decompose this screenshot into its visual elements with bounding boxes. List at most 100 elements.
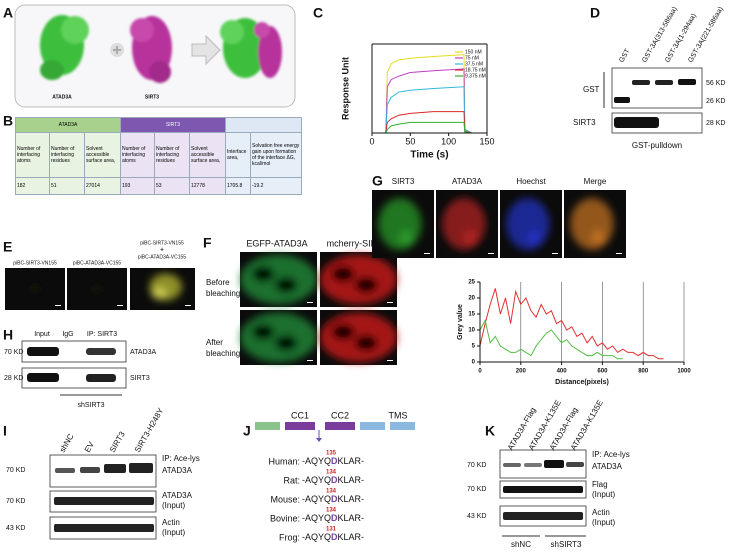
label: EGFP-ATAD3A — [246, 238, 307, 248]
label: (Input) — [162, 501, 185, 510]
label: 56 KD — [706, 80, 725, 87]
plus-icon — [110, 43, 124, 57]
label: Mouse: — [270, 494, 300, 504]
sequence-part: D — [331, 456, 338, 466]
sequence: -AQYQDKLAR- — [302, 456, 364, 466]
blot-frame — [21, 340, 127, 363]
y-axis-label: Grey value — [457, 304, 464, 340]
label: 43 KD — [6, 525, 25, 532]
band — [104, 464, 126, 473]
protein-sirt3 — [130, 16, 172, 83]
label: 70 KD — [467, 462, 486, 469]
table-cell: Interface area, — [225, 131, 251, 179]
scale-bar — [387, 360, 393, 361]
signal — [151, 286, 168, 300]
label: CC1 — [291, 410, 309, 420]
scale-bar — [387, 302, 393, 303]
sequence: -AQYQDKLAR- — [302, 532, 364, 542]
panel-letter: E — [3, 239, 12, 255]
interface-table: ATAD3A SIRT3 Number of interfacing atoms… — [15, 117, 302, 195]
legend-label: 75 nM — [465, 55, 479, 61]
domain — [360, 422, 385, 430]
domain — [325, 422, 355, 430]
label: ATAD3A — [162, 466, 193, 475]
label: ATAD3A — [52, 94, 72, 100]
sequence-part: KLAR- — [338, 475, 365, 485]
table-cell: Solvation free energy gain upon formatio… — [250, 131, 302, 179]
label: Frog: — [279, 532, 300, 542]
x-tick-label: 150 — [479, 136, 494, 146]
arrow — [191, 34, 221, 66]
signal — [354, 334, 378, 352]
band — [129, 463, 153, 473]
label: IgG — [62, 331, 73, 338]
x-tick-label: 1000 — [677, 369, 691, 375]
label: ATAD3A — [592, 462, 623, 471]
label: 70 KD — [4, 349, 23, 356]
label: shNC — [58, 432, 76, 454]
label: + — [160, 248, 164, 254]
micrograph-signal — [91, 284, 103, 294]
label: SIRT3 — [392, 177, 415, 186]
band — [655, 80, 673, 85]
signal — [29, 284, 41, 294]
band — [54, 497, 154, 505]
label: ATAD3A — [162, 491, 193, 500]
label: (Input) — [592, 518, 615, 527]
label: Hoechst — [516, 177, 546, 186]
sequence-part: D — [331, 475, 338, 485]
signal — [398, 229, 414, 246]
signal — [526, 229, 542, 246]
series-line — [372, 86, 472, 134]
label: 134 — [326, 489, 337, 495]
domain — [255, 422, 280, 430]
band — [27, 373, 59, 382]
band — [566, 462, 584, 467]
label: EV — [83, 440, 96, 454]
scale-bar — [307, 302, 313, 303]
scale-bar — [307, 360, 313, 361]
band — [678, 79, 696, 85]
micrograph-signal — [240, 254, 317, 305]
label: shSIRT3 — [77, 402, 104, 409]
band — [524, 463, 542, 467]
y-tick-label: 20 — [468, 296, 475, 302]
signal — [331, 265, 355, 283]
label: SIRT3-H248Y — [133, 406, 166, 454]
band — [86, 348, 116, 355]
table-cell: 1705.8 — [225, 177, 251, 195]
label: CC2 — [331, 410, 349, 420]
panel-letter: B — [3, 113, 13, 129]
label: ATAD3A — [130, 349, 157, 356]
label: 28 KD — [706, 120, 725, 127]
table: ATAD3A SIRT3 Number of interfacing atoms… — [15, 117, 302, 195]
label: 26 KD — [706, 98, 725, 105]
scale-bar — [185, 305, 191, 306]
table-cell: Number of interfacing residues — [48, 131, 85, 179]
band — [503, 512, 583, 520]
sequence: -AQYQDKLAR- — [302, 475, 364, 485]
table-cell: Solvent accessible surface area, — [188, 131, 227, 179]
label: IP: Ace-lys — [592, 450, 630, 459]
label: IP: SIRT3 — [87, 331, 117, 338]
x-tick-label: 50 — [405, 136, 415, 146]
scale-bar — [616, 253, 622, 254]
label: 134 — [326, 508, 337, 514]
label: piBC-SIRT3-VN155 — [140, 240, 184, 246]
x-tick-label: 800 — [638, 369, 649, 375]
label: Merge — [584, 177, 607, 186]
label: bleaching — [206, 289, 240, 298]
signal — [462, 229, 478, 246]
x-tick-label: 100 — [441, 136, 456, 146]
series-line — [372, 121, 472, 134]
y-axis-label: Response Unit — [340, 57, 350, 120]
table-cell: 12778 — [188, 177, 227, 195]
sequence-part: -AQYQ — [302, 494, 331, 504]
sequence-part: KLAR- — [338, 532, 365, 542]
micrograph-signal — [240, 312, 317, 363]
label: ATAD3A-K135E — [569, 399, 605, 453]
panel-letter: G — [372, 173, 383, 189]
band — [544, 460, 564, 468]
sequence-part: D — [331, 494, 338, 504]
